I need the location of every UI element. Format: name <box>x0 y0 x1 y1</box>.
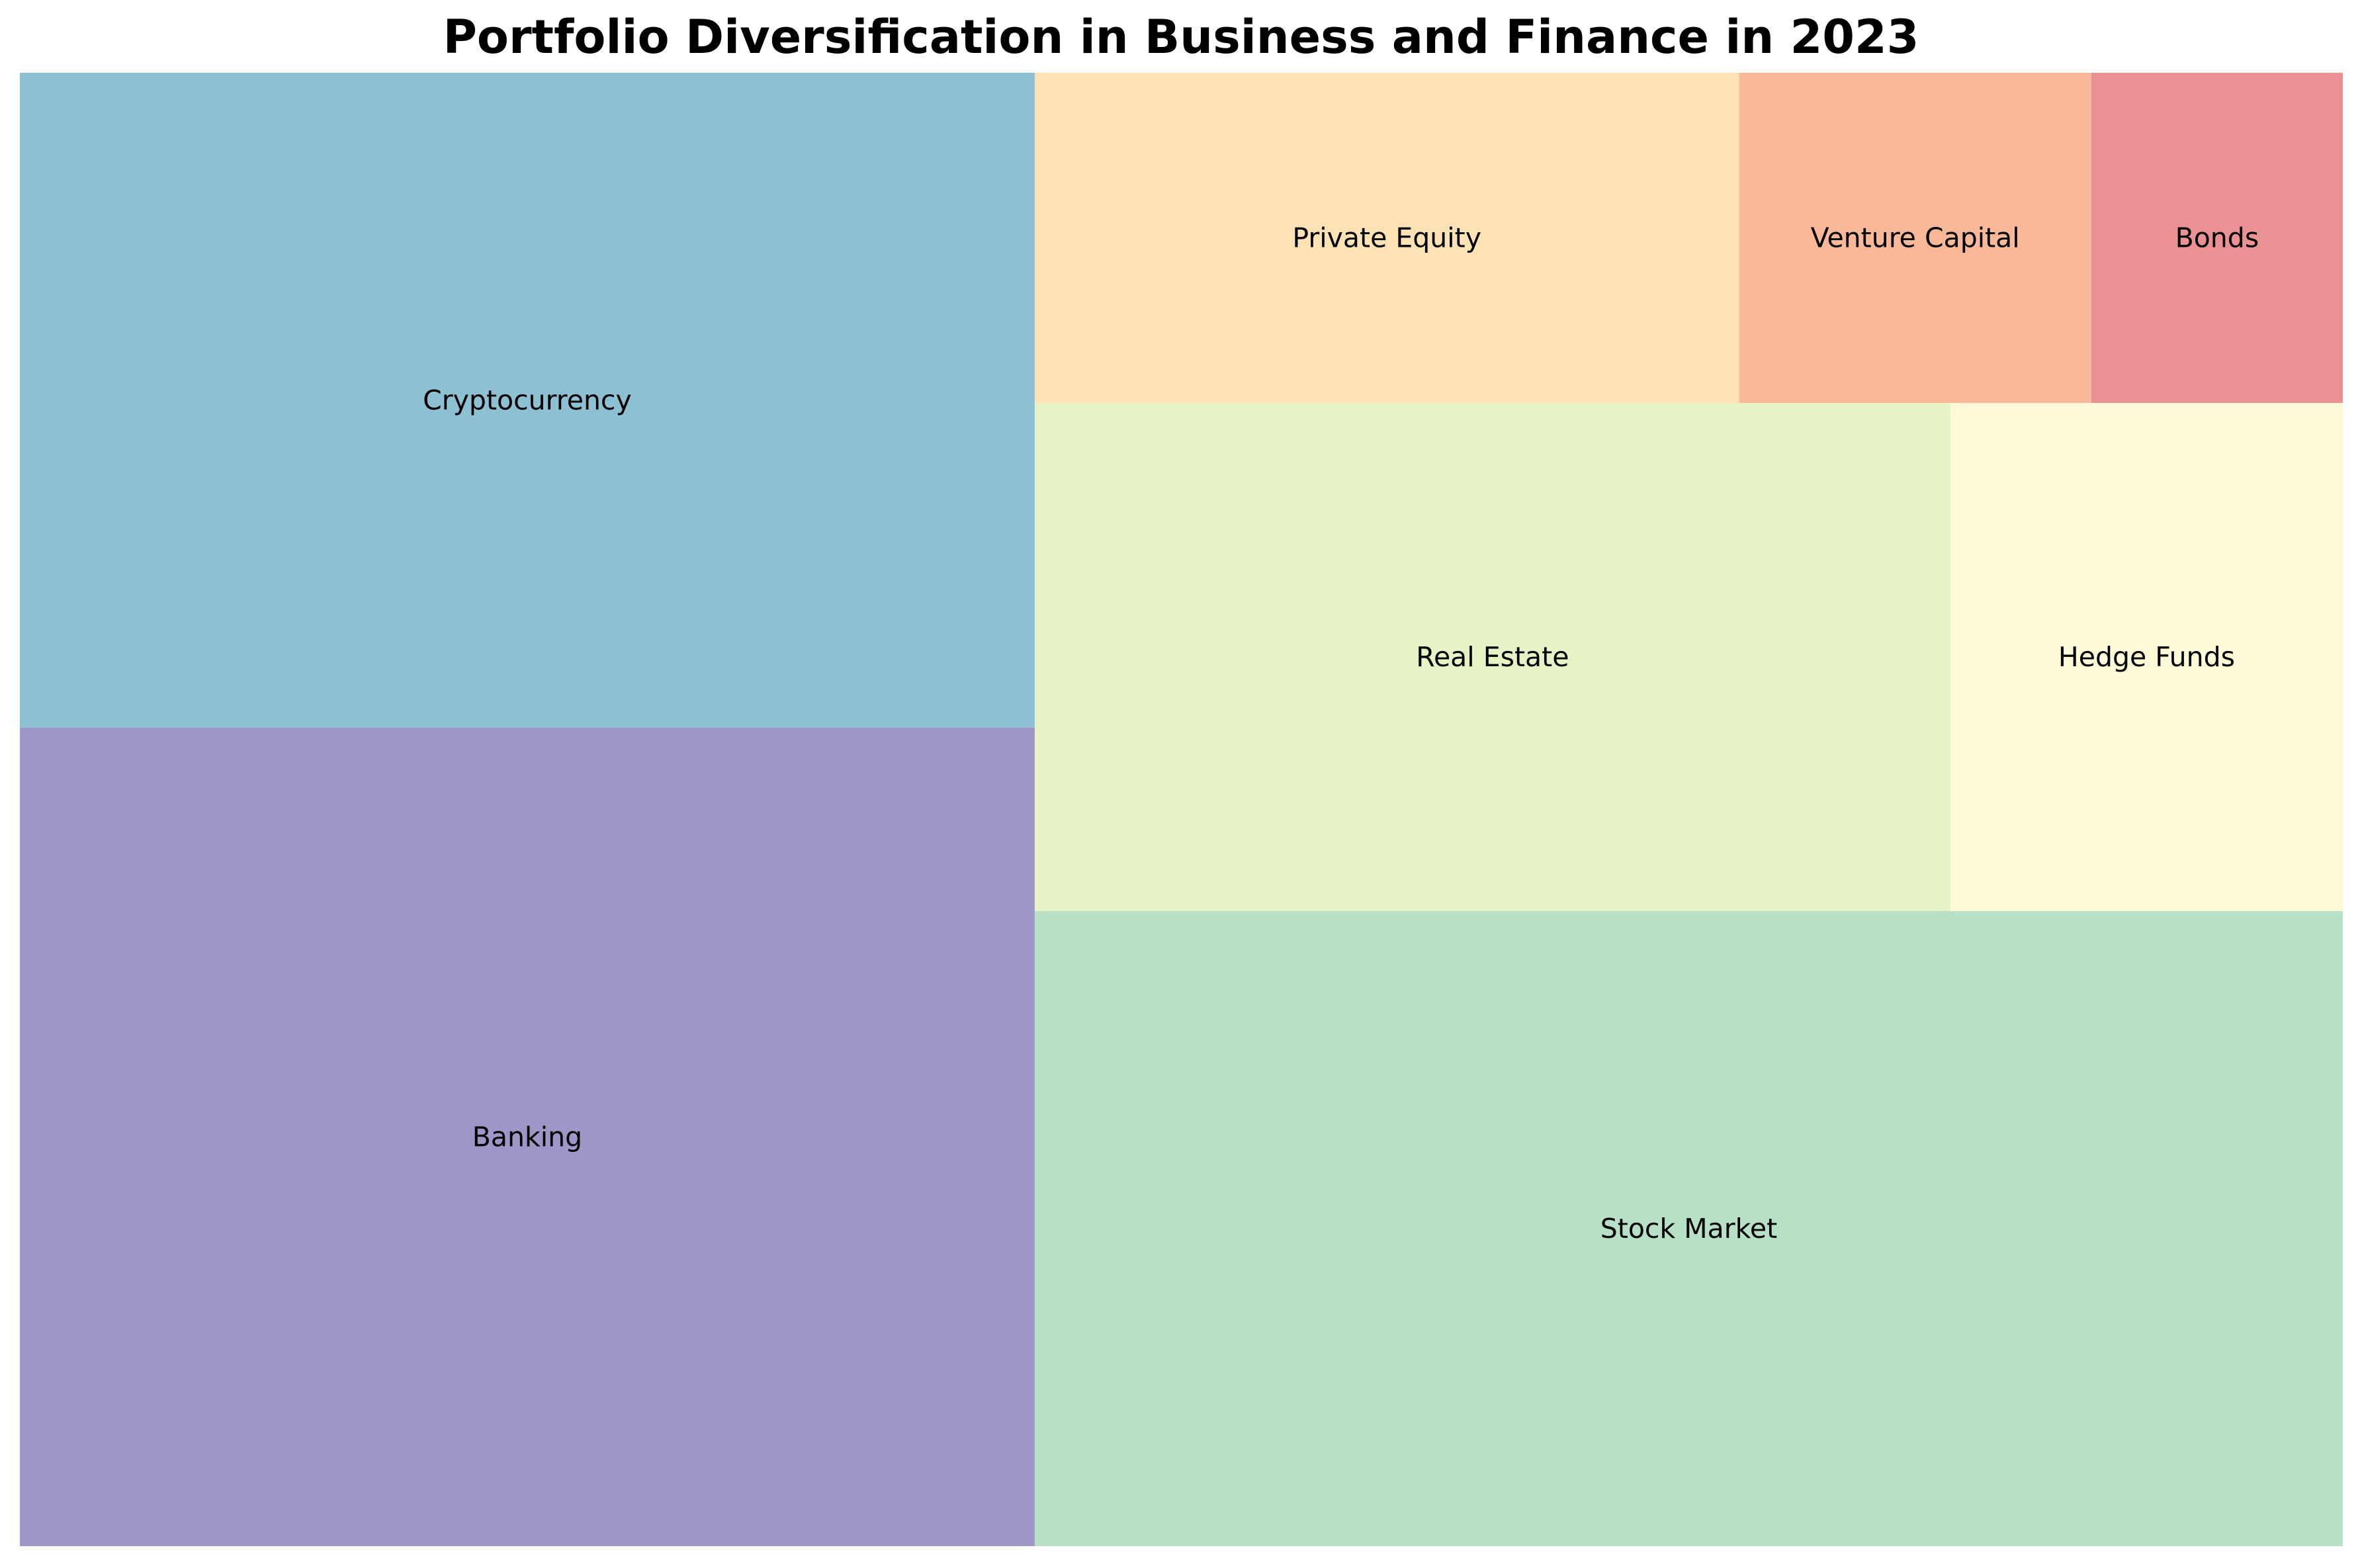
tile-label-venture-capital: Venture Capital <box>1811 222 2020 254</box>
tile-hedge-funds <box>1950 403 2343 912</box>
chart-title: Portfolio Diversification in Business an… <box>443 10 1919 64</box>
treemap-labels: Cryptocurrency Banking Private Equity Ventu… <box>423 222 2259 1244</box>
tile-real-estate <box>1034 403 1950 912</box>
treemap-tiles <box>20 73 2343 1546</box>
tile-label-real-estate: Real Estate <box>1416 641 1569 673</box>
tile-private-equity <box>1034 73 1739 404</box>
tile-label-stock-market: Stock Market <box>1600 1213 1777 1244</box>
tile-venture-capital <box>1739 73 2091 404</box>
tile-banking <box>20 727 1035 1546</box>
tile-label-hedge-funds: Hedge Funds <box>2058 641 2235 673</box>
tile-cryptocurrency <box>20 73 1035 728</box>
tile-stock-market <box>1034 911 2343 1546</box>
tile-label-bonds: Bonds <box>2175 222 2259 254</box>
tile-label-banking: Banking <box>472 1121 582 1153</box>
tile-bonds <box>2091 73 2343 404</box>
tile-label-cryptocurrency: Cryptocurrency <box>423 384 632 416</box>
tile-label-private-equity: Private Equity <box>1292 222 1481 254</box>
